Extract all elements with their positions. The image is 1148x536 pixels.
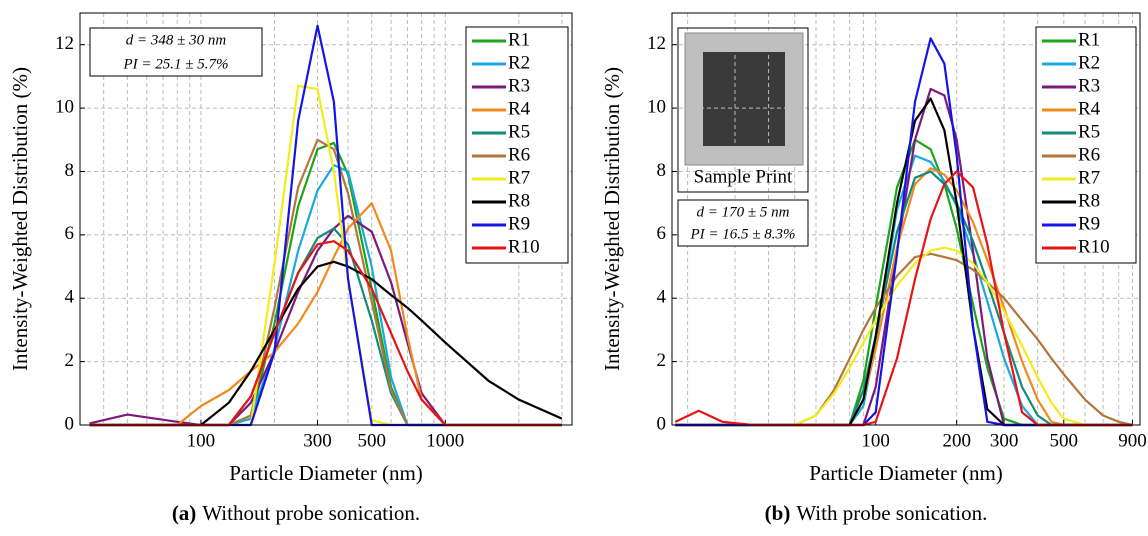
annotation: d = 170 ± 5 nm	[697, 204, 790, 220]
x-tick-label: 900	[1118, 430, 1147, 451]
x-tick-label: 100	[861, 430, 890, 451]
legend-label: R4	[1078, 98, 1101, 119]
y-tick-label: 4	[657, 287, 667, 308]
legend-label: R5	[508, 121, 530, 142]
y-tick-label: 4	[65, 287, 75, 308]
caption: (b) With probe sonication.	[765, 501, 988, 525]
series-line	[89, 240, 562, 427]
caption-label: (b)	[765, 501, 791, 525]
caption: (a) Without probe sonication.	[172, 501, 420, 525]
x-tick-label: 500	[357, 430, 386, 451]
x-tick-label: 100	[187, 430, 216, 451]
legend-label: R8	[508, 190, 530, 211]
x-tick-label: 1000	[426, 430, 464, 451]
legend-label: R9	[1078, 213, 1100, 234]
legend-label: R6	[508, 144, 530, 165]
x-tick-label: 300	[990, 430, 1019, 451]
x-axis-label: Particle Diameter (nm)	[229, 461, 423, 485]
inset-label: Sample Print	[694, 166, 793, 187]
annotation: PI = 25.1 ± 5.7%	[122, 56, 228, 72]
y-tick-label: 6	[657, 223, 667, 244]
x-tick-label: 500	[1050, 430, 1079, 451]
y-tick-label: 12	[55, 33, 74, 54]
sample-print-square	[703, 52, 785, 146]
legend-label: R9	[508, 213, 530, 234]
inset-frame	[677, 27, 809, 193]
annotation: PI = 16.5 ± 8.3%	[689, 226, 795, 242]
y-tick-label: 6	[65, 223, 75, 244]
legend-label: R1	[508, 29, 530, 50]
legend-label: R4	[508, 98, 531, 119]
y-tick-label: 10	[55, 96, 74, 117]
legend-label: R5	[1078, 121, 1100, 142]
legend-label: R2	[1078, 52, 1100, 73]
legend-label: R7	[508, 167, 530, 188]
y-tick-label: 2	[65, 350, 75, 371]
legend-label: R8	[1078, 190, 1100, 211]
caption-label: (a)	[172, 501, 197, 525]
y-tick-label: 8	[657, 160, 667, 181]
legend-label: R7	[1078, 167, 1100, 188]
x-tick-label: 200	[942, 430, 971, 451]
y-tick-label: 12	[647, 33, 666, 54]
y-axis-label: Intensity-Weighted Distribution (%)	[600, 67, 624, 371]
legend-label: R10	[1078, 236, 1110, 257]
y-tick-label: 0	[657, 413, 667, 434]
legend-label: R1	[1078, 29, 1100, 50]
series-line	[89, 260, 563, 427]
y-axis-label: Intensity-Weighted Distribution (%)	[8, 67, 32, 371]
caption-text: Without probe sonication.	[202, 501, 420, 525]
y-tick-label: 2	[657, 350, 667, 371]
y-tick-label: 10	[647, 96, 666, 117]
y-tick-label: 0	[65, 413, 75, 434]
legend-label: R3	[508, 75, 530, 96]
annotation-box	[677, 199, 809, 247]
legend-label: R3	[1078, 75, 1100, 96]
series-line	[675, 246, 1133, 427]
y-tick-label: 8	[65, 160, 75, 181]
legend-label: R2	[508, 52, 530, 73]
caption-text: With probe sonication.	[796, 501, 987, 525]
annotation: d = 348 ± 30 nm	[126, 32, 227, 48]
legend-label: R6	[1078, 144, 1100, 165]
annotation-box	[89, 27, 263, 77]
legend-label: R10	[508, 236, 540, 257]
x-axis-label: Particle Diameter (nm)	[809, 461, 1003, 485]
plot-frame	[671, 12, 1141, 426]
x-tick-label: 300	[303, 430, 332, 451]
plot-frame	[79, 12, 573, 426]
